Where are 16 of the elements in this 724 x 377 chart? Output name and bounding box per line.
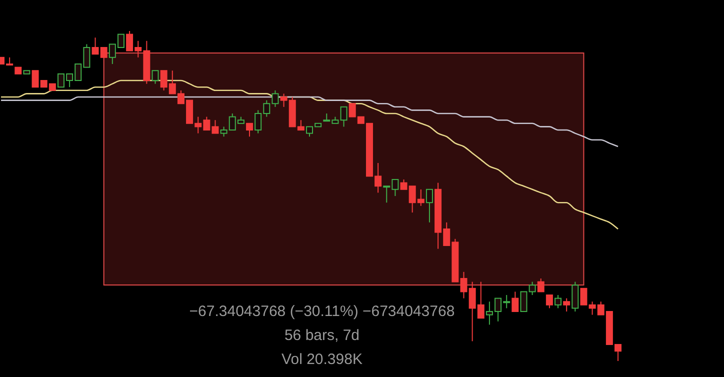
candlestick xyxy=(340,106,348,128)
candlestick xyxy=(426,188,433,223)
candlestick xyxy=(572,281,579,312)
annotation: Vol 20.398K xyxy=(282,351,362,368)
candlestick xyxy=(537,278,544,292)
candlestick xyxy=(528,281,536,296)
annotation: −67.34043768 (−30.11%) −6734043768 xyxy=(189,303,455,320)
annotation: 56 bars, 7d xyxy=(284,327,360,344)
candlestick xyxy=(246,122,254,138)
candlestick xyxy=(554,294,562,309)
candlestick xyxy=(520,291,528,312)
candlestick xyxy=(546,294,553,309)
candlestick xyxy=(512,291,519,312)
candlestick xyxy=(563,298,570,312)
candlestick xyxy=(152,70,159,84)
candlestick xyxy=(580,288,588,306)
